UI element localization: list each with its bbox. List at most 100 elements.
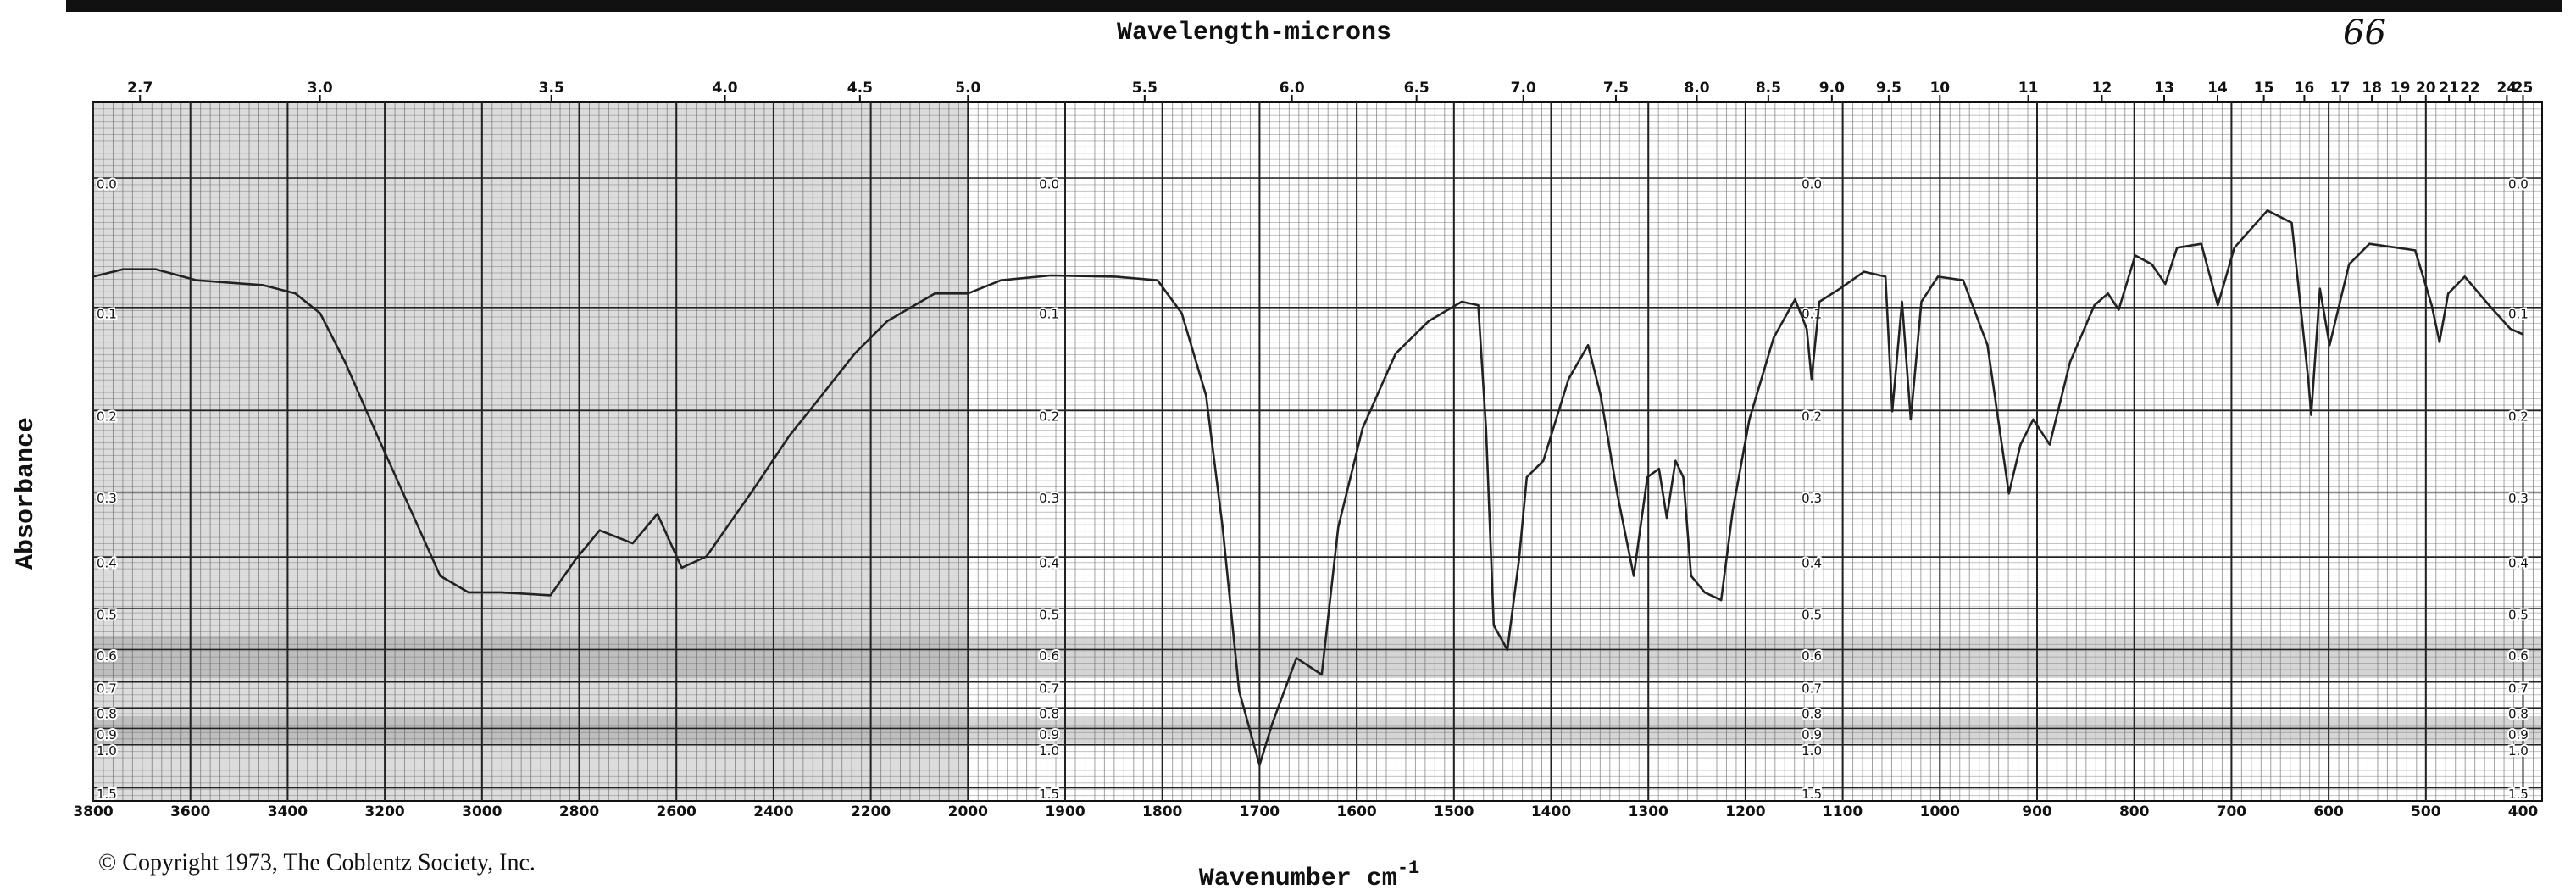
x-tick-label: 1800 xyxy=(1142,803,1182,820)
y-tick-label: 0.2 xyxy=(97,409,117,425)
x-tick-label: 700 xyxy=(2217,803,2247,820)
x-tick-label: 1700 xyxy=(1240,803,1280,820)
x2-tick-label: 12 xyxy=(2092,80,2112,97)
x2-tick-label: 17 xyxy=(2330,80,2351,97)
y-tick-label: 0.5 xyxy=(1802,608,1822,623)
x-tick-label: 3600 xyxy=(170,803,210,820)
x2-tick-label: 3.5 xyxy=(539,80,564,97)
y-tick-label: 0.7 xyxy=(2508,681,2529,696)
x2-tick-label: 22 xyxy=(2460,80,2480,97)
y-tick-label: 0.3 xyxy=(1039,491,1059,506)
x-tick-label: 2800 xyxy=(559,803,599,820)
x2-tick-label: 6.0 xyxy=(1280,80,1305,97)
y-tick-label: 0.1 xyxy=(2508,306,2529,321)
x-tick-label: 900 xyxy=(2022,803,2052,820)
y-tick-label: 0.5 xyxy=(97,608,117,623)
x2-tick-label: 2.7 xyxy=(127,80,153,97)
y-tick-label: 1.5 xyxy=(1039,787,1059,802)
x2-tick-label: 5.5 xyxy=(1132,80,1158,97)
y-tick-label: 0.4 xyxy=(97,556,117,571)
x-tick-label: 500 xyxy=(2411,803,2441,820)
x-tick-label: 1500 xyxy=(1434,803,1474,820)
y-tick-label: 0.5 xyxy=(1039,608,1059,623)
x2-tick-label: 7.0 xyxy=(1511,80,1536,97)
y-tick-label: 0.4 xyxy=(1802,556,1822,571)
x-tick-label: 3800 xyxy=(73,803,113,820)
x2-tick-label: 11 xyxy=(2018,80,2039,97)
y-tick-label: 0.9 xyxy=(1802,727,1822,742)
y-tick-label: 0.8 xyxy=(97,707,117,722)
y-tick-label: 0.0 xyxy=(2508,177,2529,192)
x-tick-label: 1000 xyxy=(1920,803,1960,820)
x-tick-label: 800 xyxy=(2119,803,2150,820)
y-tick-label: 0.7 xyxy=(1802,681,1822,696)
y-tick-label: 0.6 xyxy=(1802,648,1822,664)
y-tick-label: 1.5 xyxy=(2508,787,2529,802)
x-tick-label: 2200 xyxy=(851,803,891,820)
x-tick-label: 3200 xyxy=(364,803,404,820)
x2-tick-label: 8.5 xyxy=(1756,80,1781,97)
x-axis-title-sup: -1 xyxy=(1397,858,1419,879)
x2-tick-label: 15 xyxy=(2254,80,2274,97)
x2-tick-label: 8.0 xyxy=(1684,80,1709,97)
y-tick-label: 0.3 xyxy=(2508,491,2529,506)
x2-tick-label: 3.0 xyxy=(308,80,333,97)
y-tick-label: 0.7 xyxy=(97,681,117,696)
plot-area xyxy=(92,101,2543,802)
x2-tick-label: 20 xyxy=(2416,80,2436,97)
y-tick-label: 1.0 xyxy=(97,743,117,759)
x2-tick-label: 16 xyxy=(2295,80,2315,97)
y-tick-label: 0.4 xyxy=(1039,556,1059,571)
y-tick-label: 1.0 xyxy=(1802,743,1822,759)
y-tick-label: 0.3 xyxy=(97,491,117,506)
y-tick-label: 0.0 xyxy=(97,177,117,192)
x-axis-title-text: Wavenumber cm xyxy=(1199,864,1397,893)
y-tick-label: 0.5 xyxy=(2508,608,2529,623)
x-tick-label: 1200 xyxy=(1725,803,1765,820)
y-tick-label: 1.0 xyxy=(1039,743,1059,759)
y-tick-label: 0.8 xyxy=(2508,707,2529,722)
x-tick-label: 2000 xyxy=(948,803,988,820)
y-tick-label: 0.3 xyxy=(1802,491,1822,506)
x-axis-title: Wavenumber cm-1 xyxy=(1199,858,1419,893)
x2-tick-label: 25 xyxy=(2513,80,2534,97)
minor-grid xyxy=(93,102,2542,801)
y-tick-label: 0.9 xyxy=(2508,727,2529,742)
y-tick-label: 0.2 xyxy=(1802,409,1822,425)
x-tick-label: 400 xyxy=(2508,803,2539,820)
x2-tick-label: 10 xyxy=(1929,80,1950,97)
y-tick-label: 1.5 xyxy=(1802,787,1822,802)
x2-tick-label: 21 xyxy=(2439,80,2459,97)
x2-tick-label: 14 xyxy=(2207,80,2228,97)
x-tick-label: 1400 xyxy=(1531,803,1571,820)
y-tick-label: 0.4 xyxy=(2508,556,2529,571)
x-tick-label: 2600 xyxy=(657,803,697,820)
y-tick-label: 0.8 xyxy=(1802,707,1822,722)
handwritten-note: 66 xyxy=(2343,14,2386,53)
x-tick-label: 1900 xyxy=(1045,803,1085,820)
y-tick-label: 0.2 xyxy=(2508,409,2529,425)
y-tick-label: 0.6 xyxy=(97,648,117,664)
x-tick-label: 3400 xyxy=(268,803,308,820)
y-tick-label: 0.9 xyxy=(1039,727,1059,742)
y-tick-label: 0.2 xyxy=(1039,409,1059,425)
y-tick-label: 1.0 xyxy=(2508,743,2529,759)
x-tick-label: 2400 xyxy=(753,803,793,820)
y-tick-label: 0.1 xyxy=(1039,306,1059,321)
y-tick-label: 0.6 xyxy=(1039,648,1059,664)
x-tick-label: 1300 xyxy=(1629,803,1668,820)
y-tick-label: 0.1 xyxy=(97,306,117,321)
y-tick-label: 0.7 xyxy=(1039,681,1059,696)
x2-tick-label: 13 xyxy=(2154,80,2174,97)
x2-tick-label: 7.5 xyxy=(1603,80,1629,97)
x-tick-label: 3000 xyxy=(462,803,502,820)
y-tick-label: 1.5 xyxy=(97,787,117,802)
x2-tick-label: 19 xyxy=(2390,80,2411,97)
x-tick-label: 1600 xyxy=(1336,803,1376,820)
x2-tick-label: 6.5 xyxy=(1404,80,1430,97)
x-tick-label: 600 xyxy=(2313,803,2344,820)
x2-tick-label: 9.0 xyxy=(1819,80,1845,97)
x2-tick-label: 24 xyxy=(2497,80,2518,97)
y-tick-label: 0.8 xyxy=(1039,707,1059,722)
